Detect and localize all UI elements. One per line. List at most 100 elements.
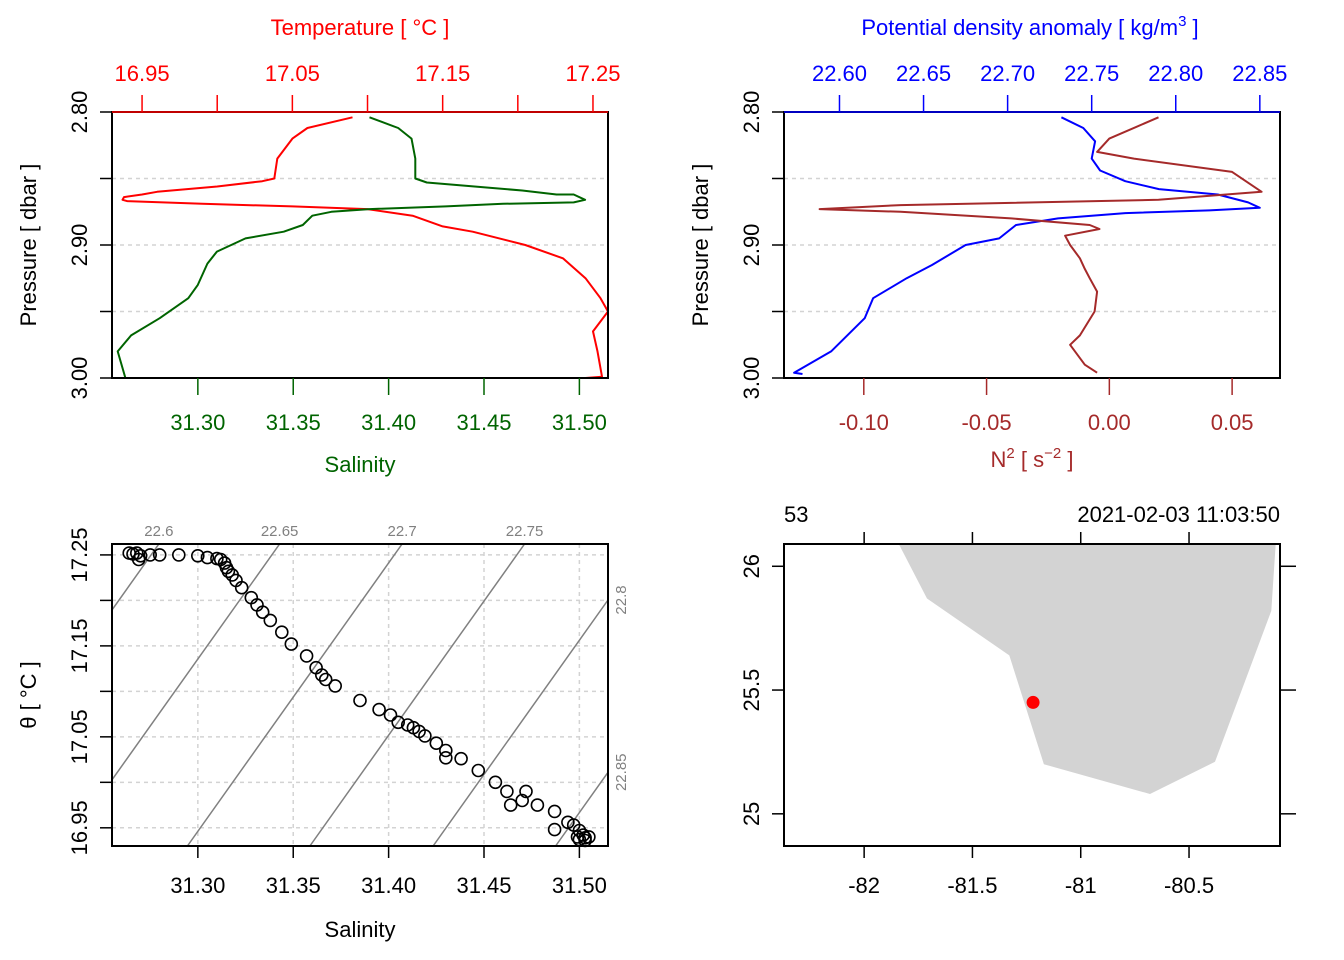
ts-point — [500, 784, 514, 799]
n2-tick-label: 0.00 — [1088, 410, 1131, 435]
ts-point — [488, 775, 503, 790]
density-tick-label: 22.65 — [896, 61, 951, 86]
salinity-tick-label: 31.45 — [456, 873, 511, 898]
pressure-tick-label: 2.80 — [739, 91, 764, 134]
pressure-axis-title-2: Pressure [ dbar ] — [688, 164, 713, 327]
ts-point — [328, 679, 343, 693]
ts-salinity-axis-title: Salinity — [325, 917, 396, 942]
ts-point — [234, 580, 249, 595]
ts-point — [274, 625, 289, 640]
isopycnal-label: 22.8 — [613, 585, 630, 614]
ts-point — [255, 605, 270, 620]
salinity-tick-label: 31.50 — [552, 873, 607, 898]
ts-point — [284, 637, 299, 651]
longitude-tick-label: -82 — [848, 873, 880, 898]
ts-point — [131, 552, 146, 567]
density-profile-axes: 2.80 2.90 3.00 22.60 22.65 22.70 22.75 22.80 22.… — [739, 61, 1287, 435]
isopycnal-label: 22.7 — [387, 523, 416, 540]
ts-point — [221, 564, 236, 579]
isopycnal-line — [186, 544, 403, 846]
isopycnal-lines — [112, 544, 608, 846]
ts-point — [372, 702, 386, 717]
isopycnal-line — [432, 598, 608, 846]
ts-point — [454, 751, 468, 766]
salinity-tick-label: 31.35 — [266, 873, 321, 898]
ts-point — [191, 548, 205, 563]
isopycnal-line — [112, 544, 281, 782]
station-number-label: 53 — [784, 502, 808, 527]
theta-tick-label: 16.95 — [67, 800, 92, 855]
isopycnal-label: 22.65 — [261, 523, 299, 540]
station-map-axes: -82 -81.5 -81 -80.5 25 25.5 26 — [739, 532, 1296, 898]
ts-point — [152, 548, 167, 562]
density-axis-title: Potential density anomaly [ kg/m3 ] — [861, 13, 1198, 40]
ts-point — [172, 548, 186, 562]
longitude-tick-label: -80.5 — [1164, 873, 1214, 898]
pressure-tick-label: 3.00 — [67, 357, 92, 400]
ts-point — [515, 793, 530, 808]
density-tick-label: 22.70 — [980, 61, 1035, 86]
station-time-label: 2021-02-03 11:03:50 — [1077, 502, 1280, 527]
ts-point — [570, 830, 585, 844]
ts-profile-axes: 2.80 2.90 3.00 16.95 17.05 17.15 17.25 31.30 31.… — [67, 61, 621, 435]
isopycnal-label: 22.85 — [613, 754, 630, 792]
ts-point — [130, 546, 144, 560]
density-n2-profile-panel: 2.80 2.90 3.00 22.60 22.65 22.70 22.75 22.80 22.… — [688, 13, 1287, 472]
ts-profile-series — [116, 116, 609, 379]
isopycnal-label: 22.6 — [144, 523, 173, 540]
isopycnal-label: 22.75 — [506, 523, 544, 540]
n2-axis-title: N2 [ s−2 ] — [991, 445, 1074, 472]
salinity-tick-label: 31.35 — [266, 410, 321, 435]
salinity-axis-title: Salinity — [325, 452, 396, 477]
density-tick-label: 22.60 — [812, 61, 867, 86]
ts-point — [418, 729, 432, 743]
ts-point — [200, 550, 215, 565]
salinity-tick-label: 31.40 — [361, 873, 416, 898]
salinity-line — [116, 116, 587, 379]
density-profile-grid — [784, 111, 1280, 379]
isopycnal-line — [309, 544, 526, 846]
latitude-tick-label: 25 — [739, 802, 764, 826]
n2-tick-label: -0.10 — [839, 410, 889, 435]
isopycnal-line — [112, 544, 160, 612]
station-map-plot-frame — [783, 543, 1281, 847]
theta-axis-title: θ [ °C ] — [16, 661, 41, 728]
ts-diagram-panel: 31.30 31.35 31.40 31.45 31.50 16.95 17.05 17.15… — [16, 523, 630, 942]
ts-point — [530, 798, 545, 812]
ts-point — [263, 613, 278, 628]
density-tick-label: 22.80 — [1148, 61, 1203, 86]
pressure-tick-label: 3.00 — [739, 357, 764, 400]
temperature-tick-label: 16.95 — [115, 61, 170, 86]
temperature-tick-label: 17.15 — [415, 61, 470, 86]
land-layer — [898, 544, 1276, 794]
longitude-tick-label: -81 — [1065, 873, 1097, 898]
ts-point — [438, 750, 453, 765]
ts-point — [547, 822, 562, 837]
station-map-panel: -82 -81.5 -81 -80.5 25 25.5 26 53 2021-02-03 1… — [739, 502, 1296, 898]
ts-diagram-points — [122, 546, 596, 848]
ts-point — [503, 798, 518, 812]
n2-tick-label: 0.05 — [1211, 410, 1254, 435]
n2-line — [818, 116, 1263, 374]
ts-point — [353, 693, 367, 708]
temperature-axis-title: Temperature [ °C ] — [271, 15, 450, 40]
density-tick-label: 22.85 — [1232, 61, 1287, 86]
salinity-tick-label: 31.30 — [170, 410, 225, 435]
potential-density-anomaly-line — [793, 116, 1261, 375]
density-tick-label: 22.75 — [1064, 61, 1119, 86]
pressure-axis-title: Pressure [ dbar ] — [16, 164, 41, 327]
pressure-tick-label: 2.90 — [67, 224, 92, 267]
land-polygon — [898, 544, 1276, 794]
salinity-tick-label: 31.45 — [456, 410, 511, 435]
ts-diagram-grid — [112, 544, 608, 846]
ts-point — [391, 715, 406, 730]
ts-point — [438, 743, 453, 758]
station-marker — [1026, 695, 1040, 709]
salinity-tick-label: 31.50 — [552, 410, 607, 435]
ts-point — [314, 668, 329, 682]
pressure-tick-label: 2.90 — [739, 224, 764, 267]
latitude-tick-label: 26 — [739, 554, 764, 578]
ts-point — [143, 548, 157, 562]
salinity-tick-label: 31.40 — [361, 410, 416, 435]
